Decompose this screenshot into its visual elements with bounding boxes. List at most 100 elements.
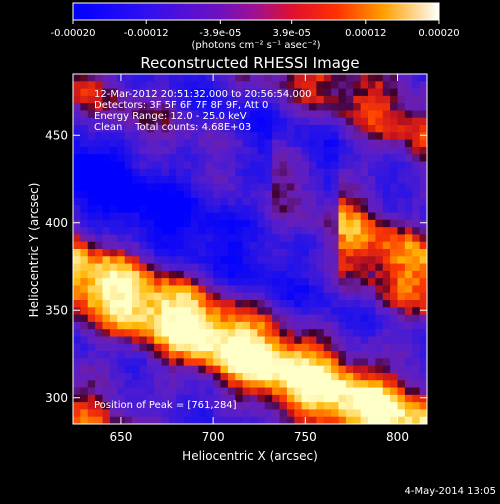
heatmap-cell — [419, 314, 427, 323]
heatmap-cell — [227, 139, 236, 148]
heatmap-cell — [323, 146, 332, 155]
heatmap-cell — [183, 117, 192, 126]
heatmap-cell — [257, 372, 266, 381]
heatmap-cell — [382, 234, 391, 243]
heatmap-cell — [102, 343, 111, 352]
heatmap-cell — [368, 183, 376, 192]
footer-date: 4-May-2014 13:05 — [404, 486, 496, 497]
heatmap-cell — [124, 88, 133, 97]
heatmap-cell — [338, 372, 347, 381]
heatmap-cell — [353, 365, 362, 374]
heatmap-cell — [183, 380, 192, 389]
heatmap-cell — [102, 227, 111, 236]
heatmap-cell — [286, 227, 295, 236]
heatmap-cell — [353, 263, 362, 272]
heatmap-cell — [382, 409, 391, 418]
heatmap-cell — [117, 110, 126, 119]
heatmap-cell — [316, 372, 325, 381]
heatmap-cell — [264, 387, 273, 396]
heatmap-cell — [242, 161, 251, 170]
heatmap-cell — [87, 358, 96, 367]
heatmap-cell — [205, 292, 214, 301]
heatmap-cell — [242, 380, 251, 389]
heatmap-cell — [227, 88, 236, 97]
heatmap-cell — [250, 183, 258, 192]
heatmap-cell — [242, 351, 251, 359]
heatmap-cell — [368, 358, 376, 367]
heatmap-cell — [73, 103, 81, 112]
heatmap-cell — [132, 300, 140, 308]
heatmap-cell — [235, 81, 244, 90]
heatmap-cell — [87, 387, 96, 396]
heatmap-cell — [161, 197, 170, 206]
heatmap-cell — [213, 88, 222, 97]
heatmap-cell — [73, 205, 81, 214]
heatmap-cell — [95, 176, 104, 184]
heatmap-cell — [309, 219, 317, 228]
heatmap-cell — [390, 176, 399, 184]
heatmap-cell — [161, 117, 170, 126]
heatmap-cell — [309, 205, 317, 214]
heatmap-cell — [205, 307, 214, 316]
heatmap-cell — [345, 292, 354, 301]
heatmap-cell — [375, 234, 384, 243]
heatmap-cell — [124, 168, 133, 177]
heatmap-cell — [257, 110, 266, 119]
heatmap-cell — [73, 278, 81, 287]
heatmap-cell — [323, 387, 332, 396]
heatmap-cell — [382, 343, 391, 352]
heatmap-cell — [309, 270, 317, 279]
heatmap-cell — [139, 183, 148, 192]
heatmap-cell — [264, 88, 273, 97]
heatmap-cell — [294, 263, 303, 272]
heatmap-cell — [132, 256, 140, 265]
heatmap-cell — [124, 219, 133, 228]
heatmap-cell — [80, 387, 89, 396]
heatmap-cell — [345, 241, 354, 250]
heatmap-cell — [220, 351, 229, 359]
heatmap-cell — [353, 402, 362, 411]
heatmap-cell — [338, 329, 347, 338]
heatmap-cell — [360, 307, 369, 316]
heatmap-cell — [191, 402, 199, 411]
heatmap-cell — [338, 365, 347, 374]
heatmap-cell — [139, 358, 148, 367]
heatmap-cell — [191, 409, 199, 418]
heatmap-cell — [213, 161, 222, 170]
heatmap-cell — [220, 139, 229, 148]
heatmap-cell — [176, 139, 185, 148]
heatmap-cell — [419, 270, 427, 279]
heatmap-cell — [368, 336, 376, 345]
heatmap-cell — [235, 285, 244, 294]
heatmap-cell — [213, 394, 222, 403]
heatmap-cell — [213, 336, 222, 345]
heatmap-cell — [205, 249, 214, 257]
heatmap-cell — [102, 314, 111, 323]
heatmap-cell — [390, 183, 399, 192]
heatmap-cell — [338, 387, 347, 396]
heatmap-cell — [227, 190, 236, 199]
heatmap-cell — [154, 197, 163, 206]
heatmap-cell — [168, 183, 177, 192]
heatmap-cell — [87, 110, 96, 119]
heatmap-cell — [331, 219, 340, 228]
heatmap-cell — [154, 263, 163, 272]
heatmap-cell — [139, 161, 148, 170]
heatmap-cell — [353, 321, 362, 330]
heatmap-cell — [397, 351, 406, 359]
heatmap-cell — [323, 329, 332, 338]
heatmap-cell — [205, 402, 214, 411]
heatmap-cell — [382, 416, 391, 424]
heatmap-cell — [397, 154, 406, 163]
heatmap-cell — [132, 161, 140, 170]
heatmap-cell — [323, 161, 332, 170]
heatmap-cell — [397, 409, 406, 418]
colorbar-tick-label: -3.9e-05 — [199, 28, 241, 39]
heatmap-cell — [124, 314, 133, 323]
heatmap-cell — [168, 241, 177, 250]
heatmap-cell — [191, 95, 199, 104]
heatmap-cell — [345, 394, 354, 403]
heatmap-cell — [242, 125, 251, 133]
heatmap-cell — [227, 307, 236, 316]
heatmap-cell — [294, 168, 303, 177]
